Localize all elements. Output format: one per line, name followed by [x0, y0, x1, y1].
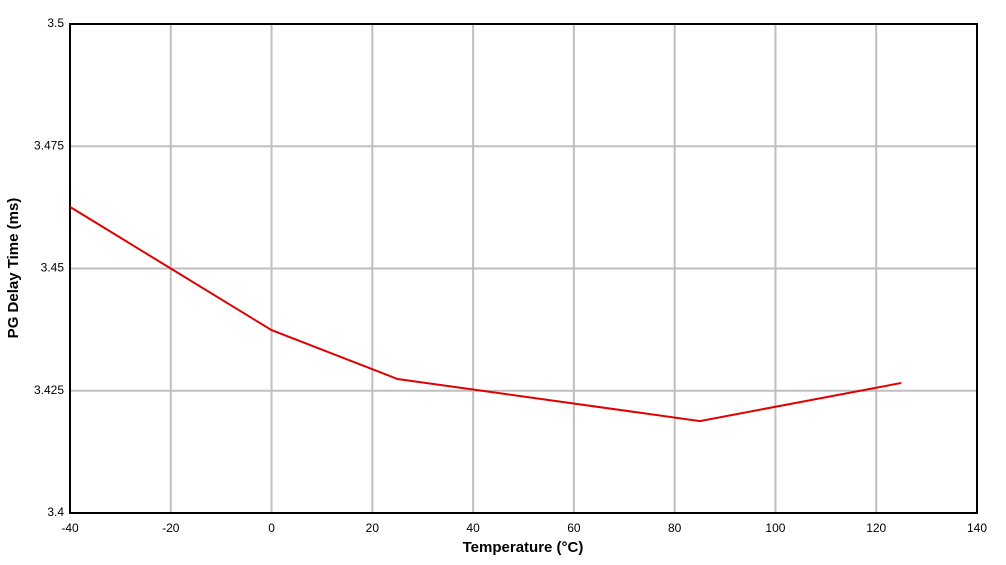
x-axis-title: Temperature (°C) — [463, 539, 584, 556]
y-tick-label: 3.45 — [41, 261, 65, 275]
x-tick-label: 140 — [967, 521, 987, 535]
x-tick-label: -20 — [162, 521, 180, 535]
x-tick-label: 100 — [765, 521, 785, 535]
data-line — [69, 206, 902, 423]
x-tick-label: 80 — [668, 521, 682, 535]
plot-frame — [69, 23, 978, 514]
y-tick-label: 3.475 — [34, 138, 64, 152]
y-tick-label: 3.425 — [34, 383, 64, 397]
x-tick-label: 0 — [268, 521, 275, 535]
x-tick-label: 120 — [866, 521, 886, 535]
x-tick-label: 40 — [466, 521, 480, 535]
y-tick-label: 3.5 — [47, 16, 64, 30]
x-tick-label: -40 — [61, 521, 79, 535]
y-tick-label: 3.4 — [47, 505, 64, 519]
x-tick-label: 60 — [567, 521, 581, 535]
y-axis-title: PG Delay Time (ms) — [5, 198, 22, 339]
x-tick-label: 20 — [366, 521, 380, 535]
